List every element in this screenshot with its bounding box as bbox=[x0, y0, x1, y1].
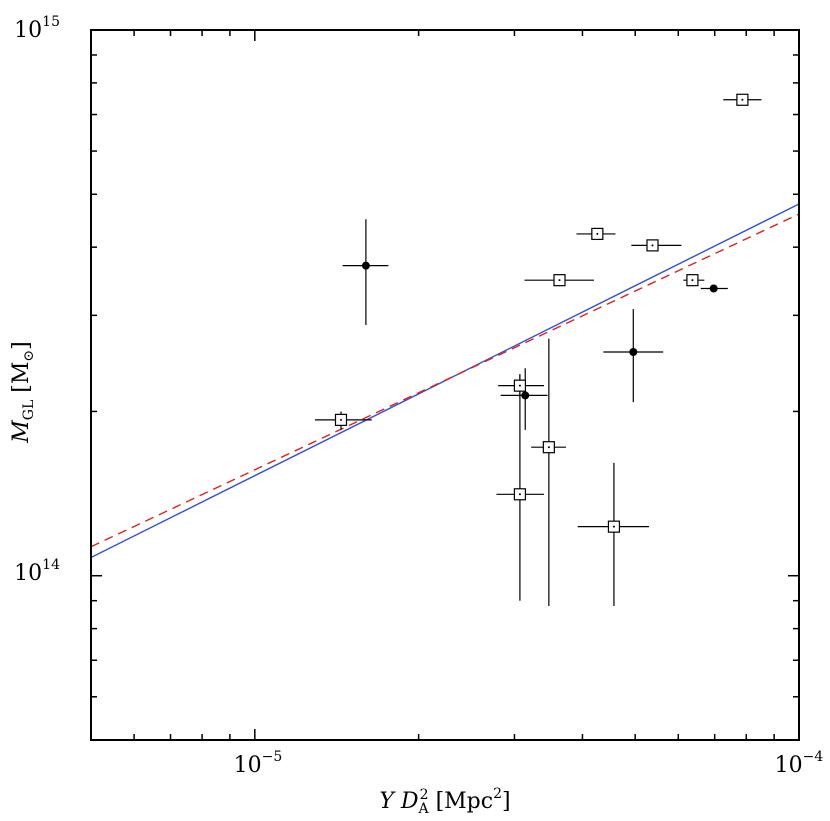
x-axis-title: Y DA2 [Mpc2] bbox=[379, 786, 510, 817]
square-marker-center-dot bbox=[518, 493, 521, 496]
y-axis-title: MGL [M⊙] bbox=[9, 341, 37, 443]
plot-frame bbox=[90, 29, 800, 741]
major-ticks bbox=[91, 29, 800, 740]
square-marker-center-dot bbox=[339, 418, 342, 421]
square-marker-center-dot bbox=[741, 98, 744, 101]
square-marker-center-dot bbox=[691, 279, 694, 282]
square-marker-center-dot bbox=[547, 446, 550, 449]
square-marker-center-dot bbox=[558, 279, 561, 282]
filled-circle-marker bbox=[709, 284, 718, 293]
filled-circle-marker bbox=[629, 348, 638, 357]
square-marker-center-dot bbox=[651, 244, 654, 247]
square-marker-center-dot bbox=[612, 525, 615, 528]
error-bars bbox=[314, 95, 762, 607]
y-tick-label-1e15: 1015 bbox=[14, 14, 60, 43]
filled-circle-marker bbox=[521, 391, 530, 400]
y-tick-label-1e14: 1014 bbox=[14, 557, 60, 586]
dashed-fit-line bbox=[91, 213, 799, 548]
square-marker-center-dot bbox=[518, 384, 521, 387]
minor-ticks bbox=[91, 30, 799, 740]
square-marker-center-dot bbox=[596, 232, 599, 235]
x-tick-label-1e-5: 10−5 bbox=[234, 749, 283, 778]
fit-lines bbox=[91, 203, 799, 559]
x-tick-label-1e-4: 10−4 bbox=[775, 749, 824, 778]
filled-circle-marker bbox=[361, 261, 370, 270]
data-markers bbox=[334, 93, 749, 533]
